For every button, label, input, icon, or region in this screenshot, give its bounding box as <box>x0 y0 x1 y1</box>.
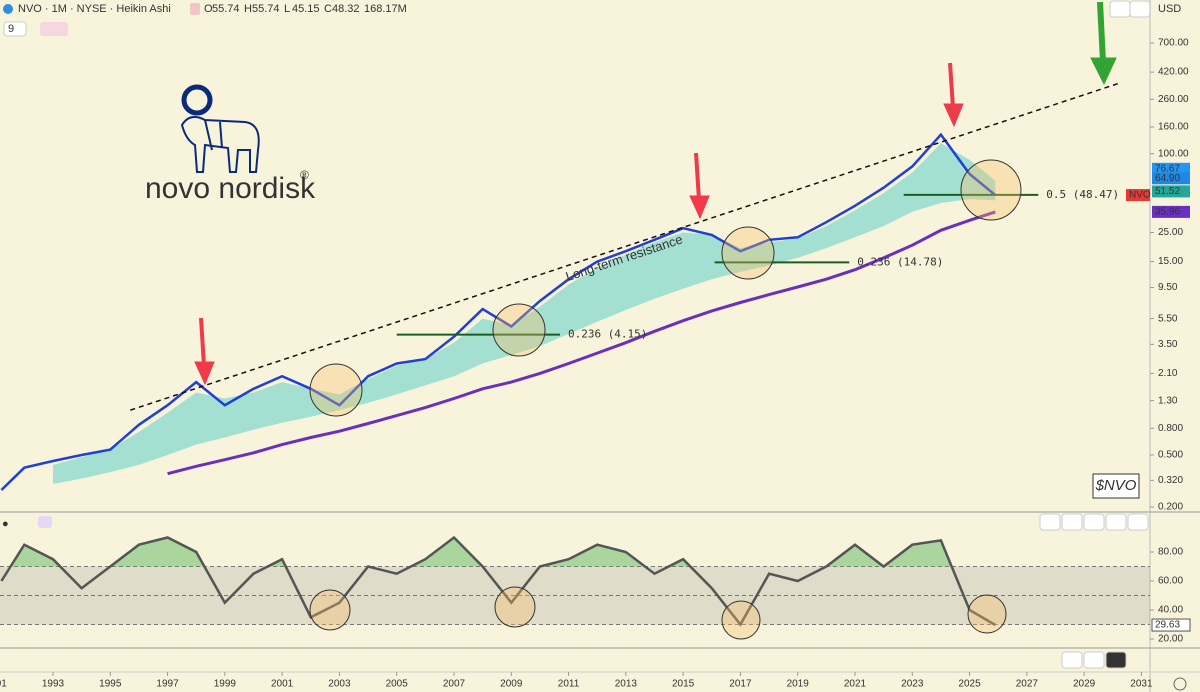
header-bar <box>0 0 1200 18</box>
x-tick-label: 1995 <box>99 679 122 690</box>
x-tick-label: 1993 <box>42 679 65 690</box>
price-tag-label: 64.90 <box>1155 173 1180 184</box>
logo <box>180 84 260 173</box>
watermark-box <box>1092 473 1140 499</box>
settings-button[interactable] <box>1129 0 1151 18</box>
y-tick-label: 15.00 <box>1158 256 1183 267</box>
rsi-tick-label: 80.00 <box>1158 547 1183 558</box>
fib-label: 0.236 (14.78) <box>857 255 943 268</box>
x-tick-label: 2027 <box>1016 679 1039 690</box>
price-tag-label: 35.96 <box>1155 207 1180 218</box>
rsi-tick-label: 20.00 <box>1158 634 1183 645</box>
y-tick-label: 3.50 <box>1158 339 1178 350</box>
price-tag <box>1152 162 1190 175</box>
price-tag-label: NVO <box>1129 190 1151 201</box>
x-tick-label: 2001 <box>271 679 294 690</box>
x-tick-label: 2025 <box>958 679 981 690</box>
red-arrow <box>194 62 964 386</box>
y-tick-label: 25.00 <box>1158 227 1183 238</box>
y-tick-label: 0.800 <box>1158 423 1183 434</box>
y-tick-label: 0.500 <box>1158 450 1183 461</box>
y-tick-label: 160.00 <box>1158 122 1189 133</box>
settings-icon[interactable] <box>1173 677 1187 691</box>
ohlc-value: 48.32 <box>332 3 360 15</box>
x-tick-label: 2005 <box>386 679 409 690</box>
ohlc-value: 55.74 <box>252 3 280 15</box>
scroll-button[interactable] <box>1109 0 1131 18</box>
logo-text: novo nordisk <box>145 172 316 205</box>
rsi-overbought-fill <box>10 537 952 567</box>
y-tick-label: 0.320 <box>1158 475 1183 486</box>
ohlc-key: C <box>324 3 332 15</box>
indicator-badge[interactable] <box>3 21 27 37</box>
price-tag <box>1152 185 1190 198</box>
rsi-line <box>0 535 996 627</box>
symbol-icon <box>3 4 13 14</box>
x-tick-label: 2015 <box>672 679 695 690</box>
logo-registered: ® <box>300 168 309 182</box>
highlight-circle <box>309 159 1022 640</box>
ohlc-value: 45.15 <box>292 3 320 15</box>
rsi-tick-label: 60.00 <box>1158 576 1183 587</box>
fib-label: 0.5 (48.47) <box>1046 188 1119 201</box>
x-tick-label: 1991 <box>0 679 7 690</box>
price-tag-label: 76.67 <box>1155 163 1180 174</box>
x-tick-label: 2003 <box>328 679 351 690</box>
y-tick-label: 700.00 <box>1158 38 1189 49</box>
pane-buttons[interactable] <box>1039 513 1149 669</box>
y-tick-label: 420.00 <box>1158 67 1189 78</box>
y-tick-label: 1.30 <box>1158 395 1178 406</box>
indicator-value: 9 <box>8 23 14 35</box>
symbol-title: NVO · 1M · NYSE · Heikin Ashi <box>18 3 171 15</box>
flag-icon <box>190 3 200 15</box>
y-tick-label: 0.200 <box>1158 502 1183 513</box>
y-tick-label: 9.50 <box>1158 282 1178 293</box>
rsi-tag <box>1151 618 1191 632</box>
price-tag <box>1152 205 1190 218</box>
resistance-line <box>130 82 1119 411</box>
x-tick-label: 2017 <box>729 679 752 690</box>
currency: USD <box>1158 3 1181 15</box>
watermark: $NVO <box>1095 477 1137 494</box>
x-tick-label: 2031 <box>1130 679 1153 690</box>
y-tick-label: 260.00 <box>1158 94 1189 105</box>
x-tick-label: 2021 <box>844 679 867 690</box>
price-tag <box>1152 172 1190 185</box>
y-tick-label: 100.00 <box>1158 148 1189 159</box>
ohlc-key: L <box>284 3 290 15</box>
price-tag <box>1126 189 1150 202</box>
x-tick-label: 2009 <box>500 679 523 690</box>
price-tag-label: 51.52 <box>1155 186 1180 197</box>
y-tick-label: 5.50 <box>1158 313 1178 324</box>
x-tick-label: 2007 <box>443 679 466 690</box>
x-tick-label: 2013 <box>615 679 638 690</box>
fib-label: 0.236 (4.15) <box>568 328 647 341</box>
x-tick-label: 1997 <box>156 679 179 690</box>
indicator-toggle[interactable] <box>40 22 68 36</box>
ema-line <box>167 210 996 476</box>
price-line <box>0 132 997 491</box>
ohlc-key: H <box>244 3 252 15</box>
x-tick-label: 2029 <box>1073 679 1096 690</box>
x-tick-label: 2011 <box>558 679 580 690</box>
rsi-toggle[interactable] <box>38 516 52 528</box>
ma-band <box>53 143 996 485</box>
x-tick-label: 2023 <box>901 679 924 690</box>
ohlc-value: 55.74 <box>212 3 240 15</box>
pane-label: ● <box>2 518 9 530</box>
rsi-tick-label: 40.00 <box>1158 605 1183 616</box>
green-arrow <box>1090 1 1117 86</box>
volume: 168.17M <box>364 3 407 15</box>
x-tick-label: 1999 <box>214 679 237 690</box>
rsi-tag-label: 29.63 <box>1155 620 1180 631</box>
ohlc-key: O <box>204 3 213 15</box>
y-tick-label: 2.10 <box>1158 368 1178 379</box>
x-tick-label: 2019 <box>787 679 810 690</box>
